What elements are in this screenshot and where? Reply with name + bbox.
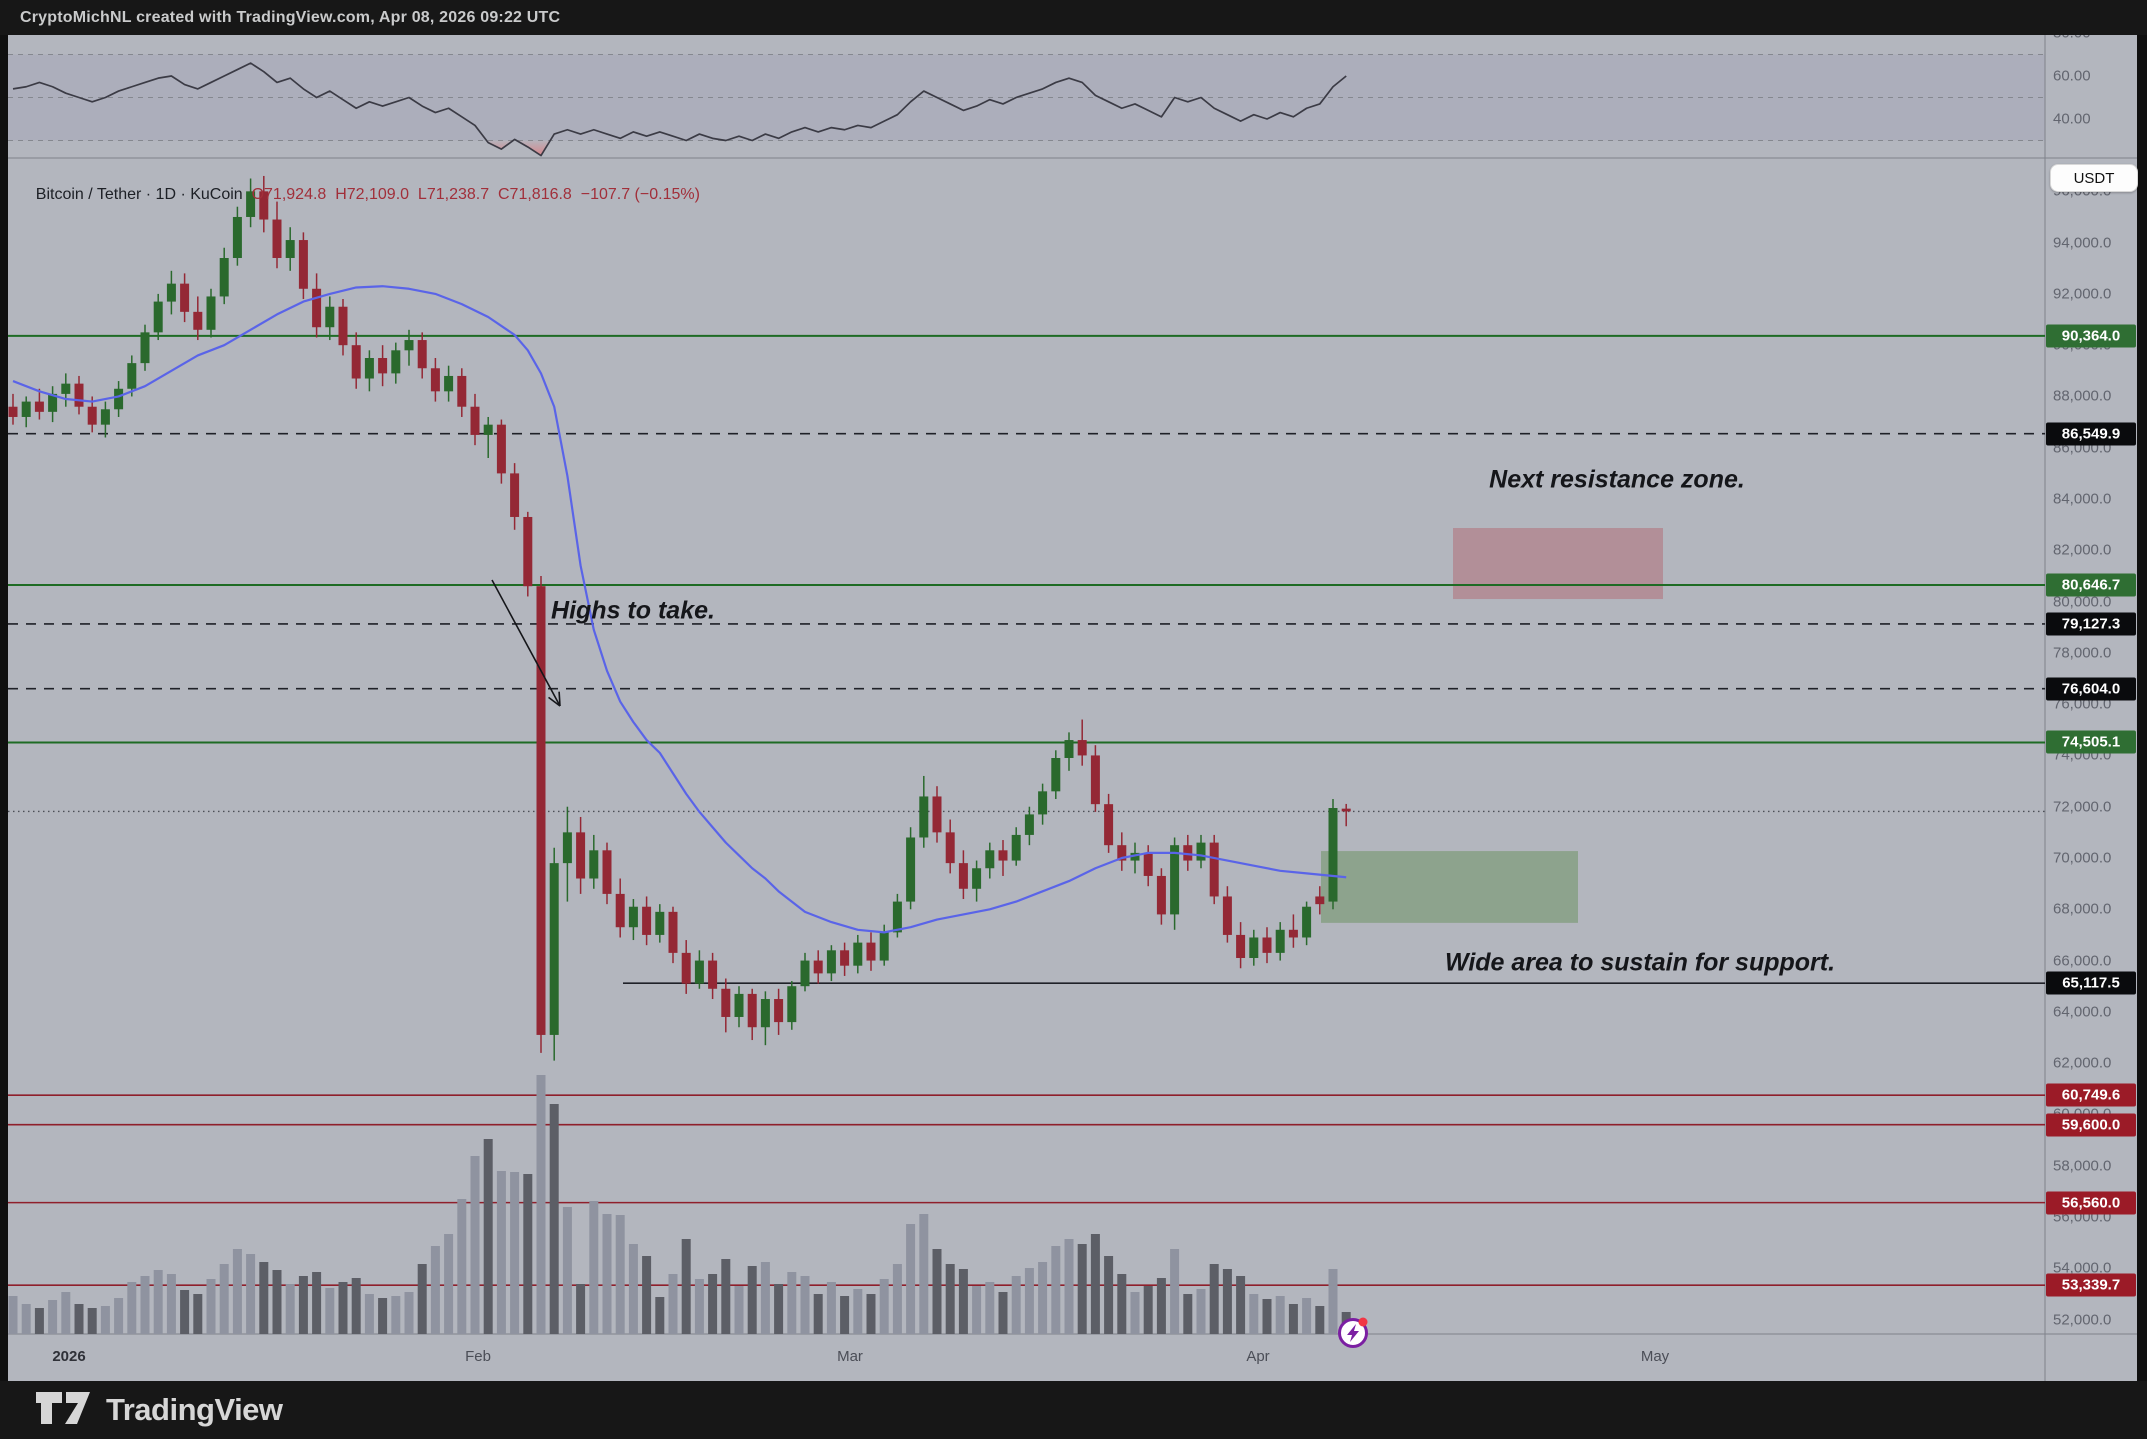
tradingview-logo-icon[interactable] <box>36 1392 94 1428</box>
legend-ohlc-values: O71,924.8 H72,109.0 L71,238.7 C71,816.8 … <box>251 186 700 203</box>
annotation-highs-to-take[interactable]: Highs to take. <box>551 596 715 625</box>
legend-symbol-title: Bitcoin / Tether · 1D · KuCoin <box>35 186 252 203</box>
footer-bar: TradingView <box>0 1381 2147 1439</box>
currency-button[interactable]: USDT <box>2050 164 2138 192</box>
tradingview-logo-text[interactable]: TradingView <box>106 1392 283 1427</box>
attribution-text: CryptoMichNL created with TradingView.co… <box>20 8 561 26</box>
annotation-next-resistance-zone[interactable]: Next resistance zone. <box>1489 465 1745 494</box>
attribution-bar: CryptoMichNL created with TradingView.co… <box>0 0 2147 35</box>
annotation-wide-support-area[interactable]: Wide area to sustain for support. <box>1444 948 1836 977</box>
symbol-legend: Bitcoin / Tether · 1D · KuCoin O71,924.8… <box>18 168 700 222</box>
event-lightning-icon[interactable] <box>1338 1317 1368 1348</box>
